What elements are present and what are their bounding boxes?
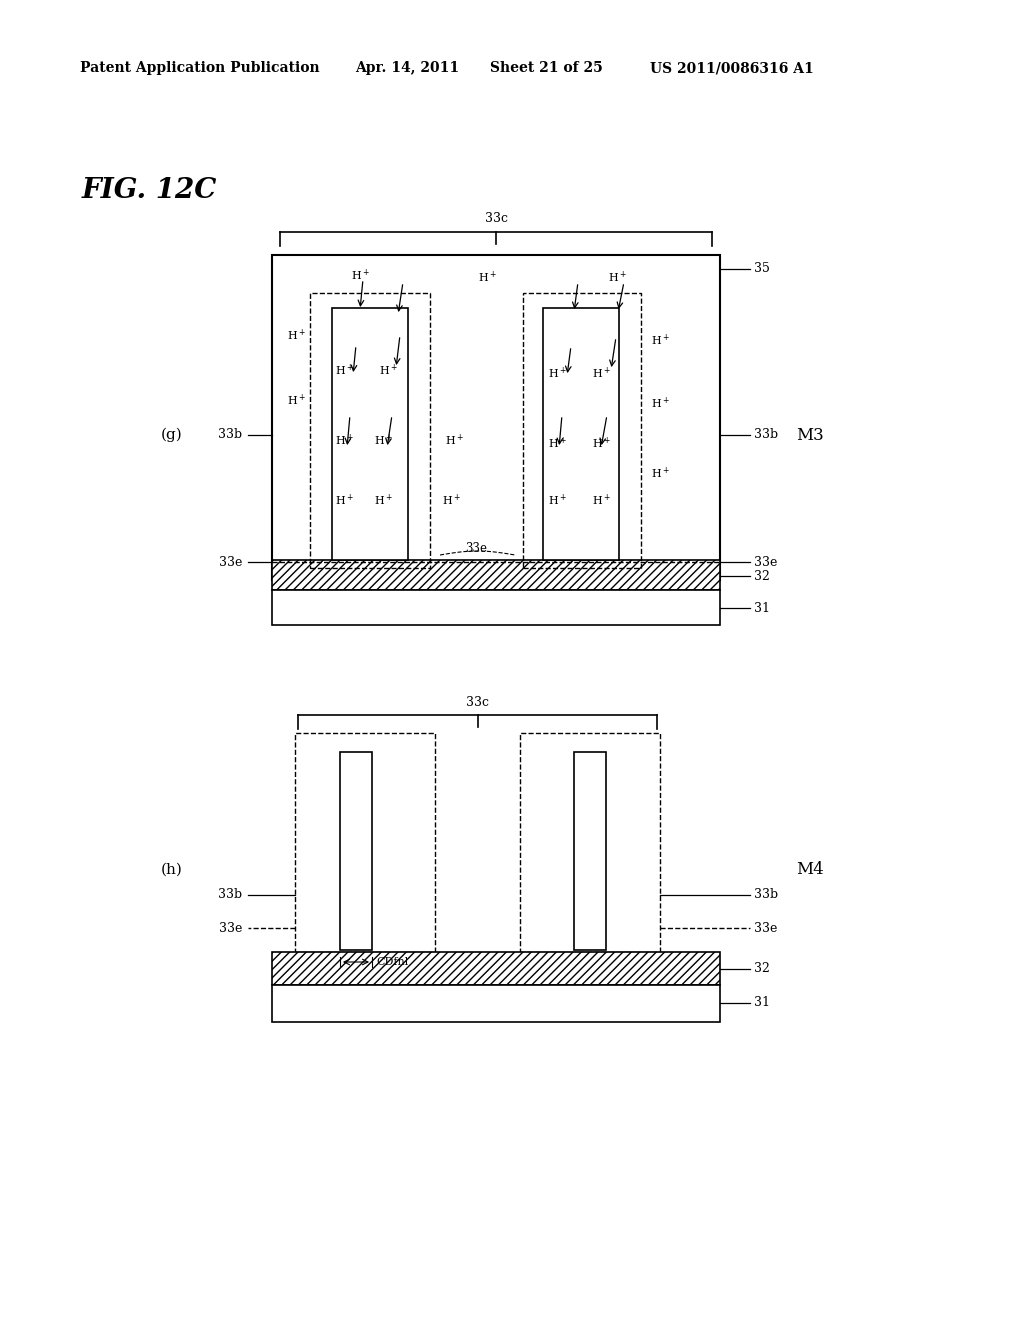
Text: H$^+$: H$^+$ (548, 436, 566, 450)
Text: 33e: 33e (219, 921, 242, 935)
Text: H$^+$: H$^+$ (441, 492, 461, 508)
Text: 33b: 33b (754, 429, 778, 441)
Bar (272, 952, 720, 985)
Bar (340, 752, 372, 950)
Text: Sheet 21 of 25: Sheet 21 of 25 (490, 61, 603, 75)
Text: 31: 31 (754, 602, 770, 615)
Text: H$^+$: H$^+$ (592, 366, 610, 380)
Text: H$^+$: H$^+$ (650, 466, 670, 480)
Text: FIG. 12C: FIG. 12C (82, 177, 217, 203)
Bar (295, 733, 435, 952)
Text: Apr. 14, 2011: Apr. 14, 2011 (355, 61, 459, 75)
Text: M4: M4 (796, 862, 824, 879)
Bar (543, 308, 618, 560)
Text: H$^+$: H$^+$ (477, 269, 497, 285)
Text: 31: 31 (754, 997, 770, 1010)
Text: H$^+$: H$^+$ (650, 396, 670, 411)
Bar (272, 590, 720, 624)
Text: H$^+$: H$^+$ (287, 392, 305, 408)
Text: 33b: 33b (218, 429, 242, 441)
Text: (g): (g) (161, 428, 183, 442)
Bar (310, 293, 430, 568)
Text: 33e: 33e (219, 556, 242, 569)
Text: H$^+$: H$^+$ (548, 366, 566, 380)
Text: H$^+$: H$^+$ (607, 269, 627, 285)
Text: H$^+$: H$^+$ (335, 433, 353, 447)
Text: H$^+$: H$^+$ (374, 492, 392, 508)
Text: 33e: 33e (754, 921, 777, 935)
Text: H$^+$: H$^+$ (379, 363, 397, 378)
Text: US 2011/0086316 A1: US 2011/0086316 A1 (650, 61, 814, 75)
Text: 33b: 33b (218, 888, 242, 902)
Bar (574, 752, 606, 950)
Bar (523, 293, 641, 568)
Bar (272, 560, 720, 590)
Text: 33e: 33e (754, 556, 777, 569)
Bar (272, 985, 720, 1022)
Text: H$^+$: H$^+$ (335, 492, 353, 508)
Text: 32: 32 (754, 962, 770, 975)
Text: H$^+$: H$^+$ (335, 363, 353, 378)
Bar (272, 255, 720, 579)
Text: 32: 32 (754, 569, 770, 582)
Text: 35: 35 (754, 263, 770, 276)
Text: H$^+$: H$^+$ (444, 433, 464, 447)
Text: 33c: 33c (466, 696, 489, 709)
Text: H$^+$: H$^+$ (350, 268, 370, 282)
Text: 33c: 33c (484, 213, 508, 226)
Text: H$^+$: H$^+$ (650, 333, 670, 347)
Text: M3: M3 (796, 426, 824, 444)
Text: H$^+$: H$^+$ (548, 492, 566, 508)
Text: Patent Application Publication: Patent Application Publication (80, 61, 319, 75)
Text: H$^+$: H$^+$ (287, 327, 305, 343)
Bar (520, 733, 660, 952)
Text: 33b: 33b (754, 888, 778, 902)
Text: H$^+$: H$^+$ (374, 433, 392, 447)
Text: H$^+$: H$^+$ (592, 436, 610, 450)
Text: CDfnl: CDfnl (376, 957, 409, 968)
Text: 33e: 33e (465, 541, 487, 554)
Bar (332, 308, 408, 560)
Text: (h): (h) (161, 863, 183, 876)
Text: H$^+$: H$^+$ (592, 492, 610, 508)
